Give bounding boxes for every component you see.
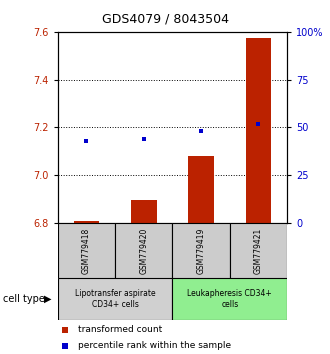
Bar (58, 223, 115, 278)
Bar (74, 221, 99, 223)
Text: transformed count: transformed count (79, 325, 163, 334)
Bar (188, 156, 214, 223)
Text: GDS4079 / 8043504: GDS4079 / 8043504 (102, 12, 228, 25)
Bar (58, 278, 173, 320)
Text: GSM779419: GSM779419 (197, 227, 206, 274)
Point (62, 343, 67, 348)
Bar (230, 223, 287, 278)
Point (198, 129, 204, 134)
Text: percentile rank within the sample: percentile rank within the sample (79, 341, 232, 350)
Point (84, 138, 89, 144)
Bar (173, 223, 230, 278)
Bar (173, 278, 287, 320)
Text: Lipotransfer aspirate
CD34+ cells: Lipotransfer aspirate CD34+ cells (75, 289, 155, 309)
Text: GSM779420: GSM779420 (139, 227, 148, 274)
Text: ▶: ▶ (44, 294, 51, 304)
Text: Leukapheresis CD34+
cells: Leukapheresis CD34+ cells (187, 289, 272, 309)
Bar (246, 38, 271, 223)
Point (141, 136, 147, 142)
Text: GSM779421: GSM779421 (254, 227, 263, 274)
Text: cell type: cell type (3, 294, 45, 304)
Text: GSM779418: GSM779418 (82, 227, 91, 274)
Point (256, 121, 261, 126)
Point (62, 327, 67, 333)
Bar (115, 223, 173, 278)
Bar (131, 200, 157, 223)
